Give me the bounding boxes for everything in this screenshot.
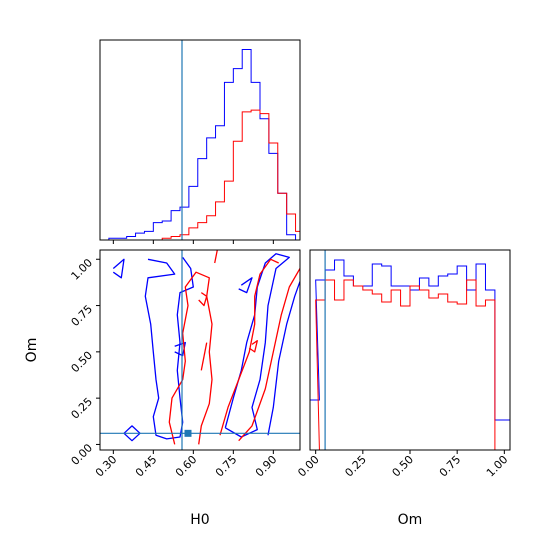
om-histogram-step-1 <box>310 259 511 450</box>
y-axis-label-om: Om <box>24 338 40 363</box>
contour-red-6 <box>248 340 258 353</box>
contour-red-4 <box>219 258 279 436</box>
truth-marker <box>184 429 192 437</box>
x-axis-label-h0: H0 <box>190 512 209 528</box>
x-axis-label-om: Om <box>398 512 423 528</box>
h0-marginal-panel <box>99 39 301 244</box>
om-histogram-step-2 <box>310 279 510 451</box>
contour-blue-4 <box>224 253 290 438</box>
contour-blue-6 <box>267 281 300 436</box>
contour-blue-5 <box>238 277 253 294</box>
contour-blue-1 <box>112 258 125 279</box>
contour-red-3 <box>200 342 208 371</box>
contour-red-2 <box>198 292 208 307</box>
contour-frame <box>99 249 301 451</box>
contour-red-0 <box>168 271 213 445</box>
h0-marginal-frame <box>99 39 301 241</box>
contour-red-5 <box>238 268 300 442</box>
contour-red-1 <box>214 250 218 264</box>
contour-blue-0 <box>144 257 194 440</box>
